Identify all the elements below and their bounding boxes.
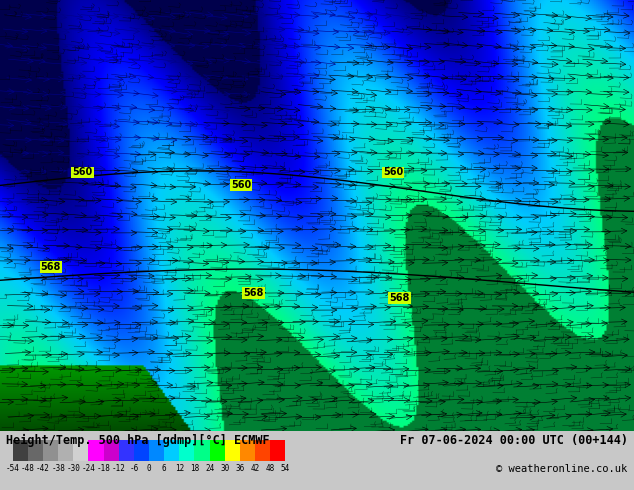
Text: 560: 560 [231, 180, 251, 191]
Text: 0: 0 [146, 464, 152, 472]
Text: 48: 48 [266, 464, 275, 472]
Bar [224, 440, 240, 461]
Text: Height/Temp. 500 hPa [gdmp][°C] ECMWF: Height/Temp. 500 hPa [gdmp][°C] ECMWF [6, 434, 270, 447]
Bar [58, 440, 74, 461]
Bar [149, 440, 164, 461]
Text: 6: 6 [162, 464, 167, 472]
Text: 12: 12 [174, 464, 184, 472]
Bar [28, 440, 43, 461]
Text: 568: 568 [41, 262, 61, 272]
Bar [270, 440, 285, 461]
Text: 42: 42 [250, 464, 260, 472]
Bar [255, 440, 270, 461]
Text: 568: 568 [243, 288, 264, 298]
Bar [179, 440, 195, 461]
Text: 568: 568 [389, 293, 410, 302]
Text: 560: 560 [383, 168, 403, 177]
Text: 54: 54 [281, 464, 290, 472]
Bar [103, 440, 119, 461]
Bar [210, 440, 224, 461]
Text: 24: 24 [205, 464, 214, 472]
Text: 560: 560 [72, 168, 93, 177]
Bar [240, 440, 255, 461]
Text: -24: -24 [82, 464, 95, 472]
Text: -6: -6 [129, 464, 138, 472]
Bar [13, 440, 28, 461]
Text: 36: 36 [235, 464, 245, 472]
Bar [74, 440, 88, 461]
Text: © weatheronline.co.uk: © weatheronline.co.uk [496, 464, 628, 473]
Bar [195, 440, 210, 461]
Text: -18: -18 [96, 464, 110, 472]
Text: -48: -48 [21, 464, 35, 472]
Text: -30: -30 [67, 464, 80, 472]
Text: -54: -54 [6, 464, 20, 472]
Text: Fr 07-06-2024 00:00 UTC (00+144): Fr 07-06-2024 00:00 UTC (00+144) [399, 434, 628, 447]
Text: -42: -42 [36, 464, 50, 472]
Text: -12: -12 [112, 464, 126, 472]
Bar [164, 440, 179, 461]
Bar [43, 440, 58, 461]
FancyBboxPatch shape [0, 414, 634, 490]
Bar [134, 440, 149, 461]
Text: -38: -38 [51, 464, 65, 472]
Text: 30: 30 [220, 464, 230, 472]
Text: 18: 18 [190, 464, 199, 472]
Bar [119, 440, 134, 461]
Bar [88, 440, 103, 461]
